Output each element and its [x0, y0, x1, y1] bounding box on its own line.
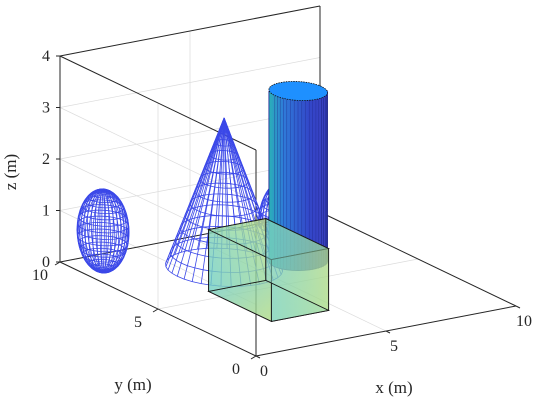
cone-generator	[216, 117, 225, 249]
y-tick-label: 0	[232, 361, 240, 378]
cone-generator	[183, 117, 225, 280]
sphere-meridian	[88, 189, 104, 274]
sphere-meridian	[84, 189, 104, 273]
x-tick-mark	[515, 305, 521, 309]
y-tick-mark	[250, 355, 257, 360]
cone-generator	[167, 117, 225, 271]
sphere-meridian	[101, 189, 104, 274]
cone-generator	[171, 117, 225, 274]
y-tick-label: 5	[134, 314, 142, 331]
x-tick-mark	[385, 330, 391, 334]
box-edge	[59, 5, 321, 57]
sphere-meridian	[102, 189, 127, 273]
cone-generator	[176, 117, 225, 277]
sphere	[76, 188, 130, 274]
z-tick-label: 2	[42, 151, 50, 168]
y-tick-mark	[152, 308, 159, 313]
x-tick-label: 5	[390, 338, 398, 355]
cube-right	[265, 217, 330, 312]
box-edge	[319, 211, 517, 307]
sphere-meridian	[81, 189, 104, 273]
cone-generator	[191, 117, 225, 282]
x-axis-label: x (m)	[375, 378, 412, 397]
objects-layer	[76, 80, 331, 323]
cone-generator	[200, 117, 225, 284]
cylinder-top	[268, 80, 328, 102]
sphere-meridian	[96, 189, 104, 274]
cube	[207, 217, 331, 323]
z-tick-label: 4	[42, 48, 50, 65]
z-tick-label: 1	[42, 203, 50, 220]
x-tick-label: 10	[516, 313, 532, 330]
cone-generator	[165, 117, 225, 267]
sphere-meridian	[102, 189, 107, 274]
sphere-meridian	[92, 189, 104, 274]
z-tick-label: 0	[42, 254, 50, 271]
cone	[165, 117, 284, 287]
sphere-meridian	[79, 189, 104, 273]
cylinder	[268, 80, 328, 271]
z-tick-label: 3	[42, 100, 50, 117]
x-tick-label: 0	[260, 363, 268, 380]
y-axis-label: y (m)	[114, 375, 151, 394]
z-axis-label: z (m)	[1, 154, 20, 190]
y-tick-label: 10	[32, 267, 48, 284]
x-tick-mark	[255, 355, 261, 359]
